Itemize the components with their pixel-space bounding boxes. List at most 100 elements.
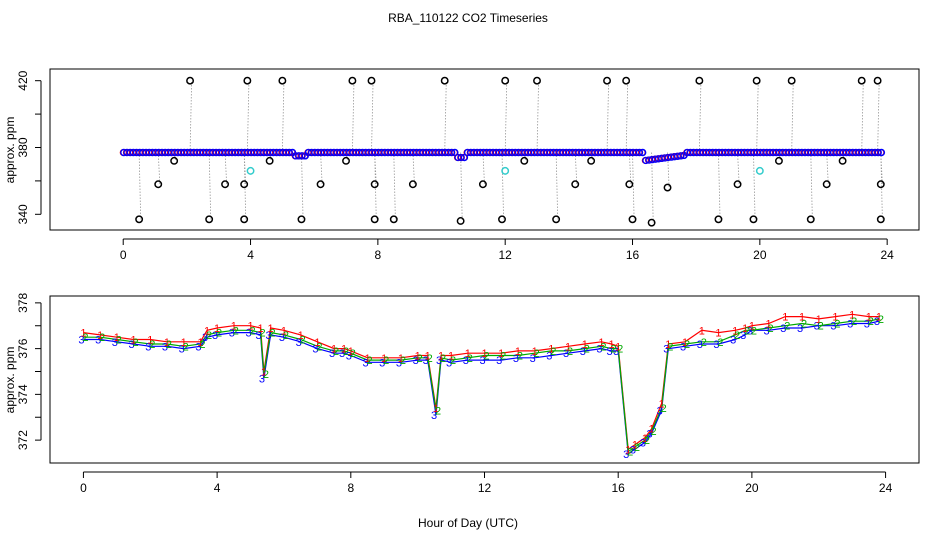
top-x-tick-label: 12 [499, 248, 513, 262]
bottom-series-label-2: 2 [701, 337, 707, 349]
top-baseline-point-blue [635, 148, 644, 157]
top-outlier-point [695, 76, 704, 85]
top-spike-line [737, 152, 740, 185]
bottom-series-label-2: 2 [183, 341, 189, 353]
top-spike-line [632, 152, 635, 220]
bottom-series-label-1: 1 [659, 399, 665, 411]
bottom-series-label-1: 1 [364, 353, 370, 365]
top-outlier-point [876, 180, 885, 189]
top-outlier-point [389, 215, 398, 224]
bottom-series-label-1: 1 [147, 334, 153, 346]
bottom-series-label-3: 3 [479, 355, 485, 367]
bottom-series-label-1: 1 [415, 350, 421, 362]
bottom-series-label-1: 1 [632, 440, 638, 452]
bottom-series-label-2: 2 [366, 355, 372, 367]
bottom-series-label-1: 1 [314, 337, 320, 349]
top-spike-line [374, 152, 377, 185]
bottom-series-label-3: 3 [546, 350, 552, 362]
bottom-series-label-3: 3 [195, 341, 201, 353]
bottom-series-label-2: 2 [263, 369, 269, 381]
top-plot-frame [49, 68, 920, 231]
bottom-series-label-1: 1 [214, 323, 220, 335]
bottom-series-label-2: 2 [567, 346, 573, 358]
bottom-series-label-2: 2 [600, 341, 606, 353]
top-spike-line [371, 80, 374, 153]
top-outlier-point [774, 156, 783, 165]
top-spike-line [246, 80, 250, 153]
bottom-series-label-1: 1 [331, 344, 337, 356]
bottom-series-label-1: 1 [197, 337, 203, 349]
bottom-series-label-3: 3 [312, 344, 318, 356]
bottom-series-label-1: 1 [97, 330, 103, 342]
bottom-series-label-3: 3 [730, 334, 736, 346]
top-spike-line [810, 152, 813, 220]
top-spike-line [753, 152, 756, 220]
top-spike-line [877, 80, 880, 153]
top-baseline-point-blue [874, 148, 882, 157]
bottom-series-label-2: 2 [350, 348, 356, 360]
bottom-series-label-1: 1 [615, 341, 621, 353]
x-axis-label: Hour of Day (UTC) [418, 516, 518, 530]
bottom-series-label-1: 1 [849, 309, 855, 321]
bottom-series-label-1: 1 [532, 346, 538, 358]
top-outlier-point [533, 76, 541, 85]
top-spike-line [320, 152, 323, 185]
top-y-tick-label: 340 [16, 204, 30, 224]
bottom-series-label-3: 3 [245, 328, 251, 340]
bottom-series-label-1: 1 [649, 424, 655, 436]
top-outlier-point [552, 215, 561, 224]
top-outlier-point [603, 76, 612, 85]
bottom-series-label-1: 1 [642, 433, 648, 445]
bottom-series-label-1: 1 [298, 330, 304, 342]
top-outlier-point [714, 215, 723, 224]
top-outlier-point [876, 215, 885, 224]
bottom-series-label-3: 3 [279, 332, 285, 344]
bottom-series-label-2: 2 [249, 325, 255, 337]
bottom-series-label-2: 2 [333, 346, 339, 358]
bottom-series-label-3: 3 [463, 355, 469, 367]
top-outlier-point [498, 215, 506, 224]
bottom-series-label-3: 3 [563, 348, 569, 360]
bottom-series-label-2: 2 [644, 435, 650, 447]
bottom-x-tick-label: 0 [80, 481, 87, 495]
bottom-y-tick-label: 374 [16, 384, 30, 404]
top-outlier-point [456, 217, 465, 225]
bottom-series-label-1: 1 [565, 341, 571, 353]
top-outlier-point [316, 180, 325, 189]
top-outlier-point [806, 215, 815, 224]
top-spike-line [482, 152, 485, 185]
top-spike-line [651, 152, 654, 223]
bottom-series-label-1: 1 [598, 337, 604, 349]
top-outlier-point [240, 215, 249, 224]
bottom-series-label-1: 1 [715, 328, 721, 340]
bottom-series-label-2: 2 [744, 325, 750, 337]
top-outlier-point [520, 156, 529, 165]
top-spike-line [625, 80, 629, 153]
bottom-series-label-2: 2 [617, 344, 623, 356]
bottom-x-tick-label: 16 [612, 481, 626, 495]
top-outlier-point [186, 76, 195, 85]
top-outlier-point [733, 180, 742, 189]
top-spike-line [224, 152, 228, 185]
bottom-series-label-1: 1 [181, 337, 187, 349]
bottom-series-label-3: 3 [162, 341, 168, 353]
top-spike-line [301, 152, 304, 220]
bottom-series-line-2 [83, 318, 880, 453]
bottom-series-label-2: 2 [627, 447, 633, 459]
top-outlier-point [873, 76, 882, 85]
bottom-series-label-3: 3 [713, 339, 719, 351]
top-spike-line [243, 152, 247, 185]
top-outlier-point [348, 76, 357, 85]
bottom-x-tick-label: 8 [347, 481, 354, 495]
top-flagged-point [755, 166, 764, 175]
bottom-series-label-3: 3 [266, 330, 272, 342]
bottom-series-label-2: 2 [450, 355, 456, 367]
top-outlier-point [822, 180, 831, 189]
top-baseline-point-blue [298, 152, 306, 160]
bottom-series-label-2: 2 [634, 442, 640, 454]
top-spike-line [393, 152, 396, 220]
bottom-series-label-3: 3 [657, 405, 663, 417]
top-outlier-point [628, 215, 637, 224]
bottom-series-label-2: 2 [440, 353, 446, 365]
